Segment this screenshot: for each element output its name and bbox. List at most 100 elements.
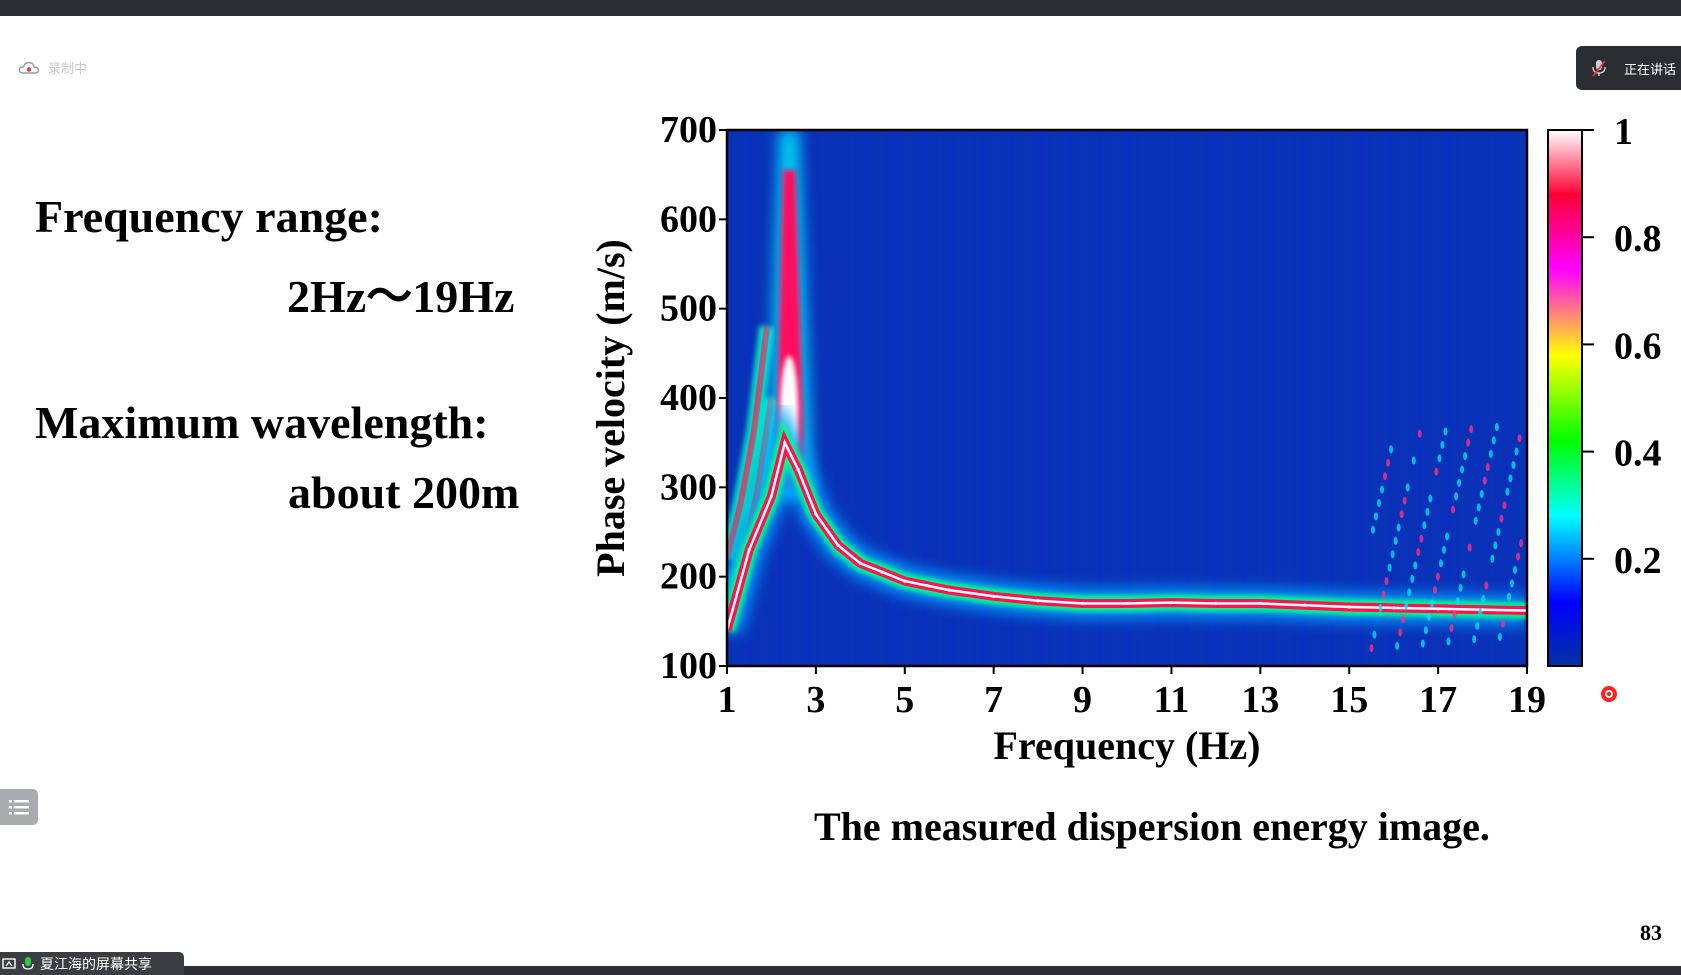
heatmap-streak	[1519, 130, 1523, 666]
heatmap-streak	[1185, 130, 1189, 666]
heatmap-streak	[1505, 130, 1509, 666]
heatmap-streak	[836, 130, 840, 666]
noise-speckle	[1446, 637, 1451, 646]
noise-speckle	[1509, 579, 1514, 588]
dispersion-point	[814, 512, 818, 516]
noise-speckle	[1481, 595, 1486, 603]
heatmap-streak	[792, 130, 796, 666]
heatmap-streak	[923, 130, 927, 666]
colorbar-tick-label: 0.4	[1614, 433, 1662, 475]
dispersion-point	[1214, 601, 1218, 606]
dispersion-point	[858, 561, 862, 565]
noise-speckle	[1454, 492, 1459, 501]
noise-speckle	[1449, 624, 1454, 633]
noise-speckle	[1457, 478, 1462, 487]
table-of-contents-button[interactable]	[0, 789, 38, 825]
noise-speckle	[1500, 619, 1505, 628]
noise-speckle	[1516, 552, 1521, 561]
noise-speckle	[1519, 539, 1524, 548]
heatmap-streak	[1272, 130, 1276, 666]
noise-speckle	[1460, 465, 1465, 474]
heatmap-streak	[777, 130, 781, 666]
window-bottom-bar	[0, 966, 1681, 975]
noise-speckle	[1426, 612, 1431, 621]
heatmap-streak	[996, 130, 1000, 666]
noise-speckle	[1476, 503, 1481, 512]
noise-speckle	[1461, 570, 1466, 579]
dispersion-point	[1303, 603, 1307, 607]
noise-speckle	[1502, 501, 1507, 510]
page-number: 83	[1640, 920, 1662, 945]
noise-speckle	[1384, 577, 1389, 586]
dispersion-point	[836, 543, 840, 548]
colorbar-tick-label: 0.8	[1614, 218, 1662, 260]
heatmap-background	[727, 130, 1527, 666]
noise-speckle	[1490, 554, 1495, 563]
noise-speckle	[1434, 467, 1439, 476]
dispersion-point	[727, 628, 729, 632]
noise-speckle	[1511, 461, 1516, 469]
dispersion-point	[1392, 606, 1396, 610]
noise-speckle	[1398, 628, 1403, 637]
chart-caption: The measured dispersion energy image.	[814, 804, 1490, 849]
noise-speckle	[1386, 458, 1391, 467]
noise-speckle	[1393, 536, 1398, 545]
heatmap-streak	[1156, 130, 1160, 666]
window-top-bar	[0, 0, 1681, 16]
heatmap-streak	[1461, 130, 1465, 666]
noise-speckle	[1484, 581, 1489, 590]
noise-speckle	[1508, 474, 1513, 483]
noise-speckle	[1390, 550, 1395, 559]
noise-speckle	[1491, 436, 1496, 445]
energy-peak-core	[775, 170, 806, 488]
max-wavelength-value: about 200m	[288, 467, 520, 518]
screen-share-indicator[interactable]: 夏江海的屏幕共享	[0, 952, 184, 975]
heatmap-streak	[1214, 130, 1218, 666]
speaker-indicator[interactable]: 正在讲话	[1576, 46, 1681, 90]
noise-speckle	[1455, 597, 1460, 606]
dispersion-point	[1125, 601, 1129, 606]
x-tick-label: 13	[1241, 679, 1279, 721]
noise-speckle	[1478, 608, 1483, 617]
y-tick-label: 300	[660, 466, 717, 508]
dispersion-point	[1347, 605, 1351, 609]
noise-speckle	[1404, 601, 1409, 610]
heatmap-streak	[1068, 130, 1072, 666]
x-tick-label: 1	[718, 679, 737, 721]
noise-speckle	[1432, 586, 1437, 595]
branch-0-core	[727, 326, 770, 560]
heatmap-streak	[1359, 130, 1363, 666]
mic-muted-icon	[1592, 60, 1606, 77]
heatmap-streak	[1476, 130, 1480, 666]
mic-active-icon	[22, 956, 34, 970]
heatmap-streak	[1330, 130, 1334, 666]
x-axis-label: Frequency (Hz)	[994, 723, 1261, 768]
heatmap-streak	[1432, 130, 1436, 666]
noise-speckle	[1420, 639, 1425, 648]
noise-speckle	[1383, 472, 1388, 481]
noise-speckle	[1458, 583, 1463, 592]
dispersion-point	[1480, 608, 1485, 612]
recording-indicator[interactable]: 录制中	[18, 58, 87, 77]
noise-speckle	[1451, 505, 1456, 514]
noise-speckle	[1372, 630, 1377, 639]
heatmap-streak	[1316, 130, 1320, 666]
noise-speckle	[1395, 641, 1400, 650]
x-tick-label: 9	[1073, 679, 1092, 721]
y-tick-label: 700	[660, 109, 717, 151]
heatmap-streak	[937, 130, 941, 666]
x-tick-label: 3	[806, 679, 825, 721]
x-tick-label: 19	[1508, 679, 1546, 721]
noise-speckle	[1469, 425, 1474, 434]
dispersion-point	[903, 579, 907, 583]
heatmap-streak	[1345, 130, 1349, 666]
heatmap-streak	[734, 130, 738, 666]
noise-speckle	[1389, 445, 1394, 454]
noise-speckle	[1493, 541, 1498, 550]
heatmap-streak	[1417, 130, 1421, 666]
y-tick-label: 400	[660, 377, 717, 419]
noise-speckle	[1505, 487, 1510, 496]
noise-speckle	[1499, 514, 1504, 523]
noise-speckle	[1463, 452, 1468, 461]
dispersion-point	[1525, 609, 1527, 613]
